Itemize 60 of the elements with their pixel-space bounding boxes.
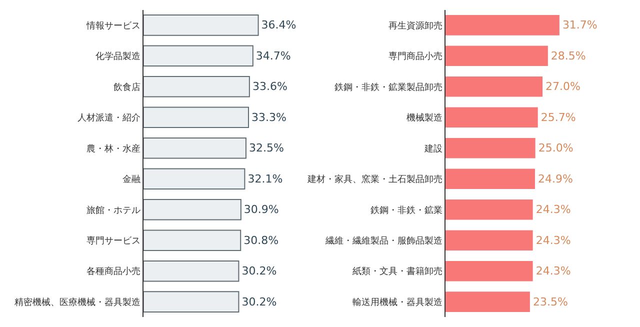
y-tick-label: 建設: [424, 143, 443, 154]
bar: [143, 198, 242, 220]
data-label: 25.7%: [540, 110, 576, 124]
data-label: 30.8%: [244, 234, 279, 247]
data-label: 32.1%: [248, 172, 283, 186]
bar: [445, 138, 536, 158]
bar: [445, 292, 530, 312]
data-label: 30.9%: [244, 203, 279, 216]
bar: [143, 230, 242, 251]
bar: [445, 46, 548, 66]
data-label: 24.9%: [538, 172, 573, 186]
data-label: 23.5%: [532, 295, 568, 308]
bar: [143, 137, 246, 159]
data-label: 24.3%: [536, 264, 571, 278]
bar: [445, 199, 533, 220]
y-tick-label: 繊維・繊維製品・服飾品製造: [324, 236, 443, 246]
y-tick-label: 化学品製造: [96, 51, 141, 62]
data-label: 31.7%: [562, 18, 598, 32]
y-tick-label: 飲食店: [114, 82, 141, 93]
y-tick-label: 専門サービス: [86, 236, 141, 246]
y-tick-label: 精密機械、医療機械・器具製造: [14, 296, 141, 308]
data-label: 33.3%: [251, 110, 286, 124]
y-tick-label: 紙類・文具・書籍卸売: [352, 266, 443, 278]
data-label: 32.5%: [248, 142, 284, 155]
y-tick-label: 専門商品小売: [388, 51, 443, 62]
data-label: 30.2%: [242, 295, 277, 308]
bar: [445, 260, 533, 282]
y-tick-label: 再生資源卸売: [388, 20, 443, 32]
bar: [445, 230, 533, 250]
data-label: 24.3%: [536, 203, 571, 216]
data-label: 24.3%: [536, 234, 571, 247]
y-tick-label: 輸送用機械・器具製造: [352, 296, 443, 308]
bar: [143, 260, 240, 282]
data-label: 25.0%: [538, 142, 574, 155]
bar: [143, 106, 249, 128]
y-tick-label: 金融: [122, 174, 141, 186]
y-tick-label: 旅館・ホテル: [86, 204, 141, 216]
data-label: 27.0%: [546, 80, 580, 94]
y-tick-label: 情報サービス: [86, 20, 141, 32]
bar: [445, 168, 535, 190]
bar: [445, 15, 560, 36]
y-tick-label: 鉄鋼・非鉄・鉱業製品卸売: [334, 82, 443, 93]
data-label: 30.2%: [242, 264, 277, 278]
bar: [143, 45, 254, 67]
bar: [143, 14, 259, 36]
data-label: 28.5%: [550, 49, 586, 62]
y-tick-label: 鉄鋼・非鉄・鉱業: [370, 204, 443, 216]
data-label: 34.7%: [256, 49, 291, 62]
y-tick-label: 各種商品小売: [86, 266, 141, 278]
bar: [143, 291, 240, 312]
bar: [445, 107, 538, 128]
bar: [445, 76, 543, 97]
bar: [143, 168, 246, 190]
y-tick-label: 機械製造: [406, 112, 443, 124]
y-tick-label: 人材派遣・紹介: [78, 112, 141, 124]
data-label: 33.6%: [252, 80, 288, 94]
y-tick-label: 農・林・水産: [86, 143, 141, 154]
y-tick-label: 建材・家具、窯業・土石製品卸売: [306, 174, 443, 186]
data-label: 36.4%: [261, 18, 296, 32]
bar: [143, 76, 250, 98]
